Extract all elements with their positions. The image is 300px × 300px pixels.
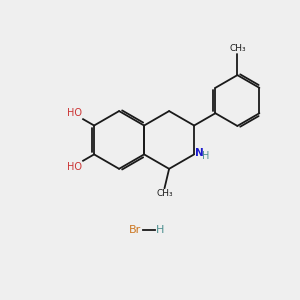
Text: HO: HO: [67, 108, 82, 118]
Text: Br: Br: [129, 225, 141, 235]
Text: N: N: [195, 148, 204, 158]
Text: CH₃: CH₃: [156, 189, 173, 198]
Text: H: H: [202, 151, 210, 160]
Text: H: H: [156, 225, 164, 235]
Text: HO: HO: [67, 162, 82, 172]
Text: CH₃: CH₃: [229, 44, 246, 53]
